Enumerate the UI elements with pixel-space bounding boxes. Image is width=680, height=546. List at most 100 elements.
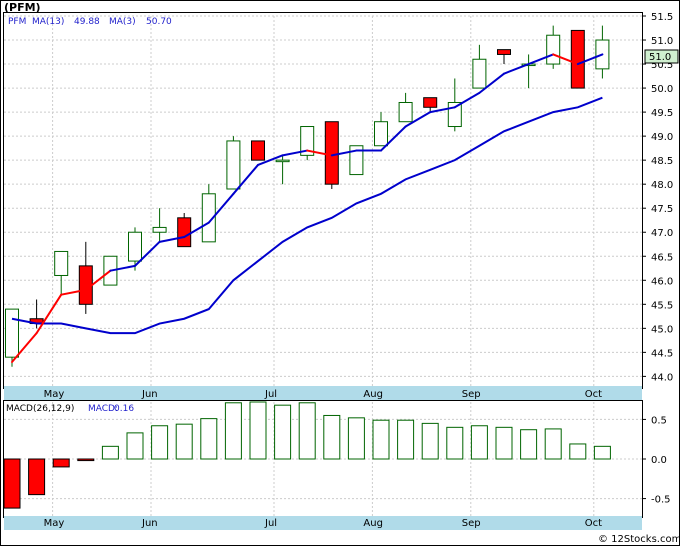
price-tick-label: 50.0	[651, 84, 673, 95]
macd-y-ticks: 0.5 0.0 -0.5	[642, 415, 671, 506]
macd-bar	[372, 419, 390, 460]
macd-value: 0.16	[114, 404, 134, 414]
candle-body	[447, 101, 462, 128]
legend-symbol: PFM	[8, 17, 26, 27]
ma-fast-segment	[576, 53, 604, 66]
month-labels: May May Jun Jun Jul Jul Aug Aug Sep Sep Oct Oct	[44, 389, 603, 529]
ma3-label: MA(3)	[109, 17, 136, 27]
macd-bar	[347, 417, 365, 460]
macd-date-axis	[4, 516, 642, 530]
macd-bar	[151, 425, 169, 460]
ma13-label: MA(13)	[32, 17, 64, 27]
candlesticks	[5, 25, 610, 367]
month-label: Oct	[585, 389, 602, 400]
price-tick-label: 47.0	[651, 228, 673, 239]
month-label: Sep	[462, 389, 481, 400]
candle-body	[5, 308, 19, 358]
price-tick-label: 44.0	[651, 372, 673, 383]
price-panel	[3, 12, 643, 389]
ma-fast-segment	[478, 72, 505, 94]
price-tick-label: 50.5	[651, 60, 673, 71]
ma-fast-segment	[330, 149, 358, 157]
month-label: Jul	[264, 518, 277, 529]
ma-fast-segment	[232, 163, 259, 195]
price-tick-label: 49.5	[651, 108, 673, 119]
candle-body	[275, 159, 290, 163]
macd-bar	[224, 402, 242, 460]
ma-fast-segment	[453, 91, 481, 109]
macd-bar	[3, 458, 21, 509]
ma-fast-segment	[84, 269, 112, 291]
ma-fast-segment	[552, 53, 579, 66]
candle-body	[570, 29, 585, 89]
candle-body	[374, 121, 388, 147]
chart-symbol: (PFM)	[4, 1, 41, 14]
price-tick-label: 47.5	[651, 204, 673, 215]
ma-slow-line	[11, 96, 603, 335]
price-tick-label: 46.0	[651, 276, 673, 287]
ma-fast-segment	[380, 125, 407, 152]
candle-body	[546, 34, 561, 65]
macd-tick-label: 0.5	[651, 415, 667, 426]
price-tick-label: 44.5	[651, 348, 673, 359]
month-label: Jun	[141, 389, 158, 400]
macd-bar	[77, 458, 95, 462]
candle-body	[201, 193, 216, 243]
ma-fast-segment	[109, 264, 136, 272]
price-y-ticks: 44.0 44.5 45.0 45.5 46.0 46.5 47.0 47.5 48.0 48.5…	[642, 12, 673, 383]
macd-bar	[593, 445, 611, 460]
macd-bar	[175, 423, 193, 460]
month-label: May	[44, 518, 65, 529]
ma-fast-segment	[257, 154, 284, 166]
macd-bar	[446, 426, 464, 460]
macd-tick-label: 0.0	[651, 455, 667, 466]
macd-bar	[569, 443, 587, 460]
macd-bar	[470, 425, 488, 460]
macd-bar	[52, 458, 70, 468]
candle-body	[251, 140, 265, 161]
candle-body	[423, 97, 438, 108]
candle-body	[128, 231, 142, 262]
moving-averages	[11, 53, 604, 363]
candle-body	[324, 121, 339, 185]
ma-fast-segment	[11, 332, 38, 363]
ma-fast-segment	[429, 106, 456, 114]
candle-body	[152, 226, 167, 233]
macd-bar	[249, 401, 267, 460]
candle-body	[177, 217, 192, 248]
price-date-axis	[4, 386, 642, 400]
price-tick-label: 46.5	[651, 252, 673, 263]
candle-body	[226, 140, 241, 190]
month-label: Sep	[462, 518, 481, 529]
macd-bar	[28, 458, 46, 496]
candle-body	[349, 145, 364, 176]
last-price-tag	[644, 49, 679, 64]
ma-fast-segment	[134, 240, 161, 267]
price-tick-label: 45.0	[651, 324, 673, 335]
macd-bar	[298, 402, 316, 460]
ma-fast-segment	[183, 221, 210, 239]
macd-histogram	[3, 401, 611, 509]
price-tick-label: 51.5	[651, 12, 673, 23]
macd-bar	[200, 418, 218, 460]
ma3-value: 50.70	[146, 17, 172, 27]
month-label: Jul	[264, 389, 277, 400]
candle-body	[300, 126, 315, 156]
watermark: © 12Stocks.com	[598, 534, 680, 545]
month-label: Aug	[363, 518, 383, 529]
ma-fast-segment	[207, 192, 235, 224]
month-label: Oct	[585, 518, 602, 529]
ma-fast-segment	[503, 63, 530, 75]
ma-fast-segment	[35, 293, 63, 335]
ma-fast-segment	[306, 149, 333, 157]
month-label: Jun	[141, 518, 158, 529]
price-tick-label: 45.5	[651, 300, 673, 311]
month-label: Aug	[363, 389, 383, 400]
ma-fast-segment	[158, 236, 186, 243]
macd-tick-label: -0.5	[651, 495, 671, 506]
candle-body	[497, 49, 511, 55]
macd-label: MACD:	[88, 404, 118, 414]
ma-fast-segment	[281, 149, 309, 157]
macd-title: MACD(26,12,9)	[6, 404, 74, 414]
